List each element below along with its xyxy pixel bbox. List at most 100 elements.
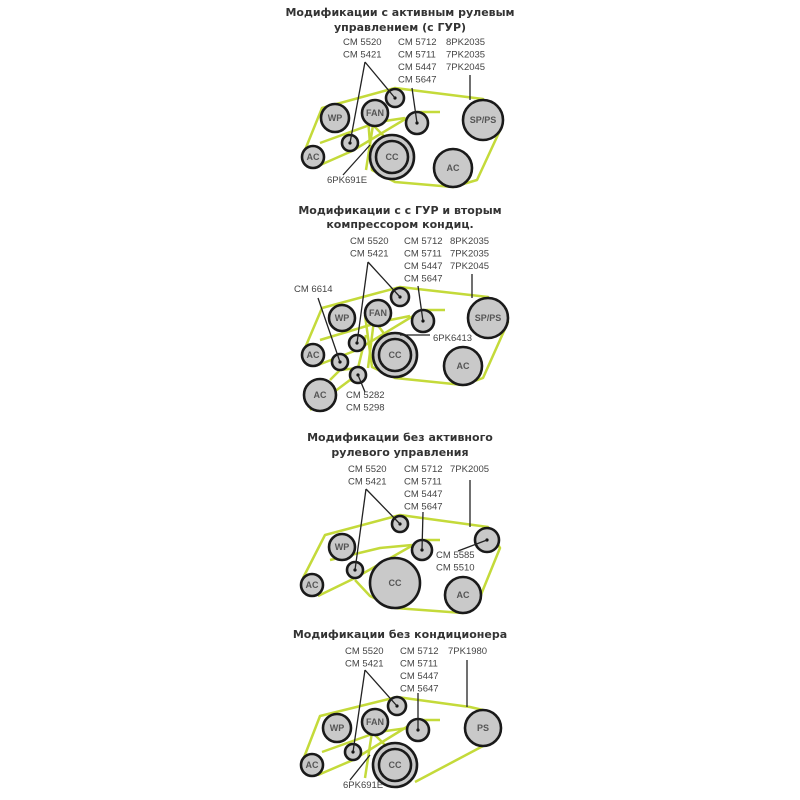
- pulley-circle: [319, 102, 351, 134]
- leader-line: [342, 144, 371, 176]
- part-number-label: CM 5647: [398, 75, 437, 86]
- pulley-cc: CC: [368, 133, 416, 181]
- part-number-label: CM 5647: [400, 684, 439, 695]
- part-number-label: CM 5647: [404, 274, 443, 285]
- leader-line: [356, 261, 369, 344]
- part-number-label: CM 5421: [350, 249, 389, 260]
- part-number-label: 8PK2035: [450, 236, 489, 247]
- part-number-label: CM 6614: [294, 284, 333, 295]
- leader-line: [317, 297, 341, 363]
- pulley-circle: [360, 707, 390, 737]
- pulley-label: WP: [335, 542, 350, 552]
- part-number-label: CM 5520: [343, 37, 382, 48]
- pulley-circle: [327, 532, 357, 562]
- part-number-label: 7PK2035: [450, 249, 489, 260]
- diagram-title-line: компрессором кондиц.: [326, 218, 473, 231]
- part-number-label: CM 5520: [350, 236, 389, 247]
- pulley-ps: PS: [463, 708, 503, 748]
- pulley-fan: FAN: [360, 707, 390, 737]
- leader-line: [411, 87, 418, 124]
- part-number-label: CM 5447: [404, 261, 443, 272]
- pulley-label: AC: [306, 580, 319, 590]
- belt-diagram-4: Модификации без кондиционера WP FAN PS AC CC C…: [293, 628, 507, 791]
- pulley-label: AC: [306, 760, 319, 770]
- part-number-label: 6PK6413: [433, 333, 472, 344]
- pulley-ac: AC: [300, 342, 326, 368]
- pulley-label: FAN: [366, 108, 384, 118]
- pulley-ac: AC: [299, 572, 325, 598]
- pulley-label: PS: [477, 723, 489, 733]
- pulley-circle: [299, 572, 325, 598]
- pulley-ac: AC: [300, 144, 326, 170]
- diagram-title-line: Модификации без активного: [307, 431, 493, 444]
- pulley-circle: [368, 556, 422, 610]
- diagram-title-line: Модификации с с ГУР и вторым: [298, 204, 501, 217]
- pulley-circle: [321, 712, 353, 744]
- part-number-label: CM 5712: [404, 236, 443, 247]
- pulley-wp: WP: [321, 712, 353, 744]
- part-number-label: CM 5421: [348, 477, 387, 488]
- pulley-label: AC: [307, 350, 320, 360]
- pulley-circle: [300, 144, 326, 170]
- part-number-label: CM 5585: [436, 550, 475, 561]
- pulley-wp: WP: [327, 532, 357, 562]
- pulley-circle: [443, 575, 483, 615]
- part-number-label: CM 5711: [398, 50, 436, 61]
- belt-diagram-2: Модификации с с ГУР и вторымкомпрессором…: [294, 204, 510, 414]
- part-number-label: CM 5421: [345, 659, 384, 670]
- part-number-label: CM 5647: [404, 502, 443, 513]
- pulley-ac: AC: [442, 345, 484, 387]
- pulley-label: FAN: [369, 308, 387, 318]
- pulley-label: CC: [389, 578, 402, 588]
- pulley-ac: AC: [432, 147, 474, 189]
- pulley-inner-circle: [377, 747, 413, 783]
- pulley-circle: [466, 296, 510, 340]
- pulley-circle: [363, 298, 393, 328]
- drive-belt: [414, 744, 484, 784]
- drive-belt: [317, 110, 440, 168]
- pulley-cc: CC: [371, 331, 419, 379]
- pulley-inner-circle: [374, 139, 410, 175]
- pulley-circle: [299, 752, 325, 778]
- part-number-label: CM 5447: [398, 62, 437, 73]
- pulley-sp-ps: SP/PS: [461, 98, 505, 142]
- leader-line: [364, 669, 398, 707]
- pulley-circle: [300, 342, 326, 368]
- part-number-label: 8PK2035: [446, 37, 485, 48]
- pulley-label: WP: [335, 313, 350, 323]
- pulley-sp-ps: SP/PS: [466, 296, 510, 340]
- part-number-label: 6PK691E: [343, 780, 383, 791]
- part-number-label: CM 5520: [345, 646, 384, 657]
- leader-line: [352, 669, 366, 753]
- leader-line: [365, 488, 401, 525]
- pulley-fan: FAN: [363, 298, 393, 328]
- pulley-ac: AC: [443, 575, 483, 615]
- pulley-label: AC: [447, 163, 460, 173]
- part-number-label: CM 5712: [398, 37, 437, 48]
- pulley-circle: [360, 98, 390, 128]
- leader-line: [417, 285, 424, 322]
- pulley-ac: AC: [302, 377, 338, 413]
- pulley-label: SP/PS: [470, 115, 497, 125]
- pulley-inner-circle: [377, 337, 413, 373]
- drive-belt: [317, 718, 440, 777]
- pulley-wp: WP: [327, 303, 357, 333]
- diagram-title-line: рулевого управления: [331, 446, 468, 459]
- part-number-label: CM 5712: [400, 646, 439, 657]
- leader-line: [421, 511, 424, 551]
- diagram-title-line: Модификации с активным рулевым: [285, 6, 514, 19]
- pulley-circle: [442, 345, 484, 387]
- pulley-ac: AC: [299, 752, 325, 778]
- pulley-fan: FAN: [360, 98, 390, 128]
- pulley-circle: [327, 303, 357, 333]
- part-number-label: CM 5711: [400, 659, 438, 670]
- part-number-label: 6PK691E: [327, 175, 367, 186]
- pulley-label: AC: [314, 390, 327, 400]
- diagram-title-line: управлением (с ГУР): [334, 21, 466, 34]
- leader-line: [354, 488, 367, 571]
- part-number-label: CM 5447: [404, 489, 443, 500]
- part-number-label: CM 5447: [400, 671, 439, 682]
- leader-line: [349, 754, 371, 781]
